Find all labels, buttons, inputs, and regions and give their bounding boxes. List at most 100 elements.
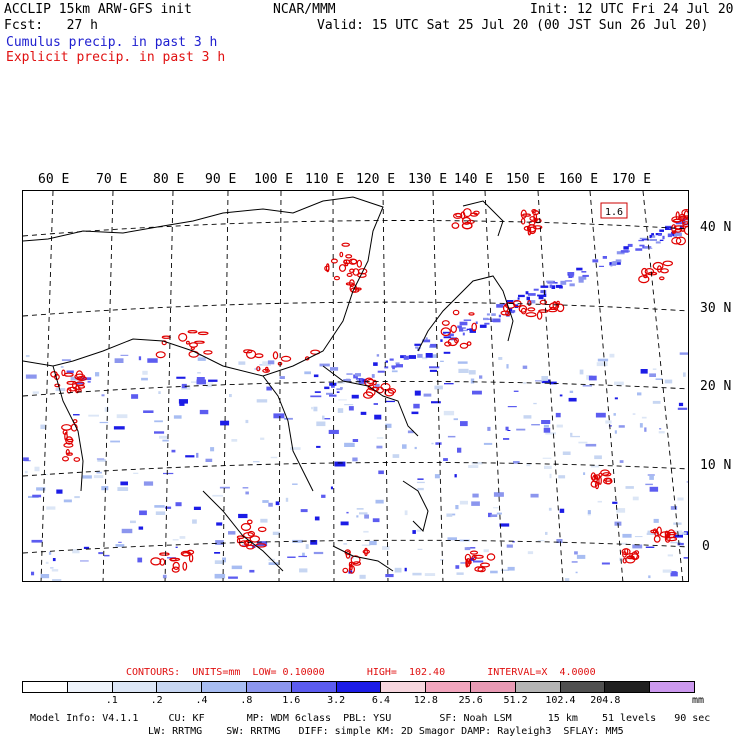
cumulus-cell bbox=[639, 423, 643, 428]
cumulus-cell bbox=[44, 474, 48, 476]
cumulus-precip-layer bbox=[23, 217, 688, 581]
cumulus-cell bbox=[139, 510, 147, 516]
cumulus-cell bbox=[679, 352, 688, 355]
explicit-precip-contour bbox=[257, 526, 267, 533]
explicit-precip-contour bbox=[247, 519, 253, 525]
colorbar-swatch bbox=[67, 682, 113, 692]
cumulus-cell bbox=[245, 419, 249, 424]
cumulus-cell bbox=[683, 372, 686, 377]
colorbar-swatch bbox=[426, 682, 471, 692]
colorbar-label: 1.6 bbox=[282, 695, 301, 706]
cumulus-cell bbox=[121, 528, 133, 534]
explicit-precip-contour bbox=[593, 474, 598, 480]
cumulus-cell bbox=[80, 560, 89, 562]
cumulus-cell bbox=[272, 531, 280, 535]
cumulus-cell bbox=[331, 384, 335, 388]
explicit-precip-contour bbox=[594, 481, 600, 490]
explicit-precip-contour bbox=[54, 383, 61, 388]
cumulus-cell bbox=[614, 381, 624, 386]
cumulus-cell bbox=[558, 475, 566, 479]
cumulus-cell bbox=[304, 371, 311, 375]
cumulus-cell bbox=[143, 481, 154, 486]
cumulus-cell bbox=[614, 430, 617, 434]
explicit-precip-contour bbox=[161, 340, 167, 346]
cumulus-cell bbox=[36, 487, 46, 491]
cumulus-cell bbox=[513, 390, 519, 392]
cumulus-cell bbox=[206, 384, 213, 388]
explicit-precip-contour bbox=[330, 258, 338, 264]
cumulus-cell bbox=[374, 383, 380, 389]
cumulus-cell bbox=[314, 391, 321, 393]
cumulus-cell bbox=[363, 530, 369, 533]
cumulus-cell bbox=[456, 572, 464, 575]
cumulus-cell bbox=[32, 494, 42, 498]
cumulus-cell bbox=[616, 508, 626, 513]
cumulus-cell bbox=[659, 229, 664, 232]
colorbar-swatch bbox=[157, 682, 203, 692]
cumulus-cell bbox=[376, 354, 380, 357]
cumulus-cell bbox=[82, 475, 92, 479]
cumulus-cell bbox=[429, 366, 440, 369]
cumulus-cell bbox=[270, 456, 278, 459]
cumulus-cell bbox=[588, 375, 597, 381]
explicit-precip-contour bbox=[185, 340, 190, 345]
cumulus-cell bbox=[576, 267, 583, 271]
cumulus-cell bbox=[114, 358, 124, 363]
lon-label: 60 E bbox=[38, 172, 70, 187]
cumulus-cell bbox=[210, 447, 215, 452]
cumulus-cell bbox=[609, 353, 615, 358]
cumulus-cell bbox=[404, 567, 407, 572]
contours-info: CONTOURS: UNITS=mm LOW= 0.10000 HIGH= 10… bbox=[126, 667, 596, 678]
explicit-precip-contour bbox=[73, 457, 81, 462]
cumulus-cell bbox=[555, 284, 562, 288]
cumulus-cell bbox=[374, 414, 382, 420]
explicit-precip-contour bbox=[236, 538, 241, 544]
cumulus-cell bbox=[498, 357, 503, 360]
cumulus-cell bbox=[611, 261, 618, 265]
cumulus-cell bbox=[353, 374, 358, 379]
cumulus-cell bbox=[675, 222, 682, 225]
cumulus-cell bbox=[545, 531, 548, 535]
explicit-precip-contour bbox=[477, 566, 486, 573]
max-value-box: 1.6 bbox=[600, 202, 628, 219]
cumulus-cell bbox=[569, 272, 574, 276]
cumulus-cell bbox=[56, 489, 63, 494]
cumulus-cell bbox=[674, 232, 682, 237]
cumulus-cell bbox=[384, 400, 395, 403]
init-time: Init: 12 UTC Fri 24 Jul 20 bbox=[530, 2, 734, 17]
cumulus-cell bbox=[578, 441, 588, 444]
cumulus-cell bbox=[601, 562, 610, 565]
lon-label: 90 E bbox=[205, 172, 237, 187]
cumulus-cell bbox=[422, 356, 428, 360]
cumulus-cell bbox=[372, 518, 380, 523]
cumulus-cell bbox=[677, 542, 684, 546]
explicit-precip-contour bbox=[500, 310, 510, 316]
cumulus-cell bbox=[667, 233, 672, 238]
cumulus-cell bbox=[34, 466, 40, 472]
cumulus-cell bbox=[469, 329, 476, 333]
cumulus-cell bbox=[378, 470, 384, 475]
cumulus-cell bbox=[88, 414, 99, 417]
cumulus-cell bbox=[574, 551, 578, 555]
explicit-precip-contour bbox=[626, 555, 635, 560]
cumulus-cell bbox=[375, 499, 384, 504]
cumulus-cell bbox=[205, 458, 213, 462]
cumulus-cell bbox=[587, 510, 591, 515]
explicit-precip-contour bbox=[243, 349, 253, 354]
cumulus-cell bbox=[597, 500, 602, 503]
cumulus-cell bbox=[313, 406, 318, 412]
explicit-precip-contour bbox=[66, 452, 73, 456]
cumulus-cell bbox=[50, 567, 54, 569]
explicit-precip-contour bbox=[681, 209, 688, 217]
cumulus-cell bbox=[40, 424, 46, 429]
explicit-precip-contour bbox=[339, 251, 344, 258]
cumulus-cell bbox=[503, 438, 510, 440]
cumulus-cell bbox=[87, 381, 91, 383]
cumulus-cell bbox=[316, 445, 321, 448]
cumulus-cell bbox=[267, 360, 275, 365]
explicit-precip-contour bbox=[590, 480, 598, 488]
explicit-precip-contour bbox=[666, 531, 677, 536]
cumulus-cell bbox=[677, 497, 684, 501]
cumulus-cell bbox=[473, 560, 484, 563]
lat-label: 40 N bbox=[700, 220, 732, 235]
